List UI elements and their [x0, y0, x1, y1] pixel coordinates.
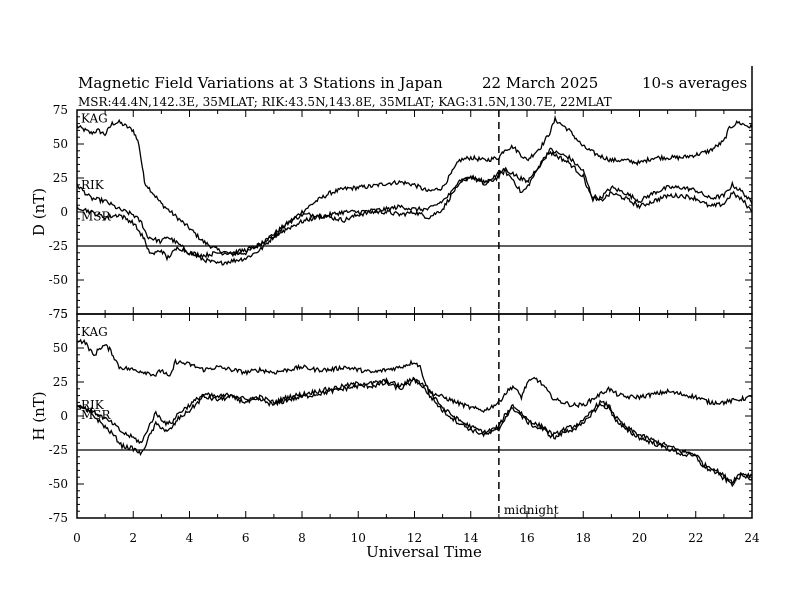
y-tick-label: -50 — [49, 273, 68, 287]
series-msr-line — [76, 150, 753, 262]
y-axis-label: H (nT) — [30, 391, 48, 440]
x-tick-label: 10 — [351, 531, 366, 545]
x-axis-label: Universal Time — [366, 543, 482, 561]
series-msr-line — [76, 376, 753, 488]
y-tick-label: -50 — [49, 477, 68, 491]
y-tick-label: -25 — [49, 239, 68, 253]
midnight-label: midnight — [504, 503, 559, 517]
series-kag-line — [76, 338, 753, 413]
y-tick-label: -75 — [49, 511, 68, 525]
series-label-rik: RIK — [81, 398, 105, 412]
x-tick-label: 2 — [129, 531, 137, 545]
x-tick-label: 16 — [519, 531, 534, 545]
x-tick-label: 22 — [688, 531, 703, 545]
x-tick-label: 6 — [242, 531, 250, 545]
y-tick-label: 0 — [60, 409, 68, 423]
y-tick-label: -25 — [49, 443, 68, 457]
series-label-msr: MSR — [81, 408, 112, 422]
y-tick-label: 25 — [53, 375, 68, 389]
x-tick-label: 8 — [298, 531, 306, 545]
y-tick-label: -75 — [49, 307, 68, 321]
y-axis-label: D (nT) — [30, 188, 48, 236]
chart-title: Magnetic Field Variations at 3 Stations … — [78, 74, 443, 92]
y-tick-label: 50 — [53, 341, 68, 355]
x-tick-label: 24 — [744, 531, 760, 545]
x-tick-label: 4 — [186, 531, 194, 545]
x-tick-label: 12 — [407, 531, 422, 545]
y-tick-label: 50 — [53, 137, 68, 151]
x-tick-label: 0 — [73, 531, 81, 545]
y-tick-label: 25 — [53, 171, 68, 185]
x-tick-label: 14 — [463, 531, 479, 545]
averaging-note: 10-s averages — [642, 74, 747, 92]
series-label-kag: KAG — [81, 111, 108, 125]
series-kag-line — [76, 114, 753, 258]
x-tick-label: 18 — [576, 531, 591, 545]
series-rik-line — [76, 147, 753, 266]
chart-date: 22 March 2025 — [482, 74, 598, 92]
panel-frame — [76, 109, 753, 315]
station-info: MSR:44.4N,142.3E, 35MLAT; RIK:43.5N,143.… — [78, 95, 612, 109]
series-label-kag: KAG — [81, 325, 108, 339]
d-panel: 75 50 25 0 -25 -50 -75 D (nT) KAG RIK MSR — [30, 103, 753, 321]
y-tick-label: 0 — [60, 205, 68, 219]
series-label-msr: MSR — [81, 210, 112, 224]
y-tick-label: 75 — [53, 307, 68, 321]
y-tick-label: 75 — [53, 103, 68, 117]
x-tick-label: 20 — [632, 531, 647, 545]
series-label-rik: RIK — [81, 178, 105, 192]
